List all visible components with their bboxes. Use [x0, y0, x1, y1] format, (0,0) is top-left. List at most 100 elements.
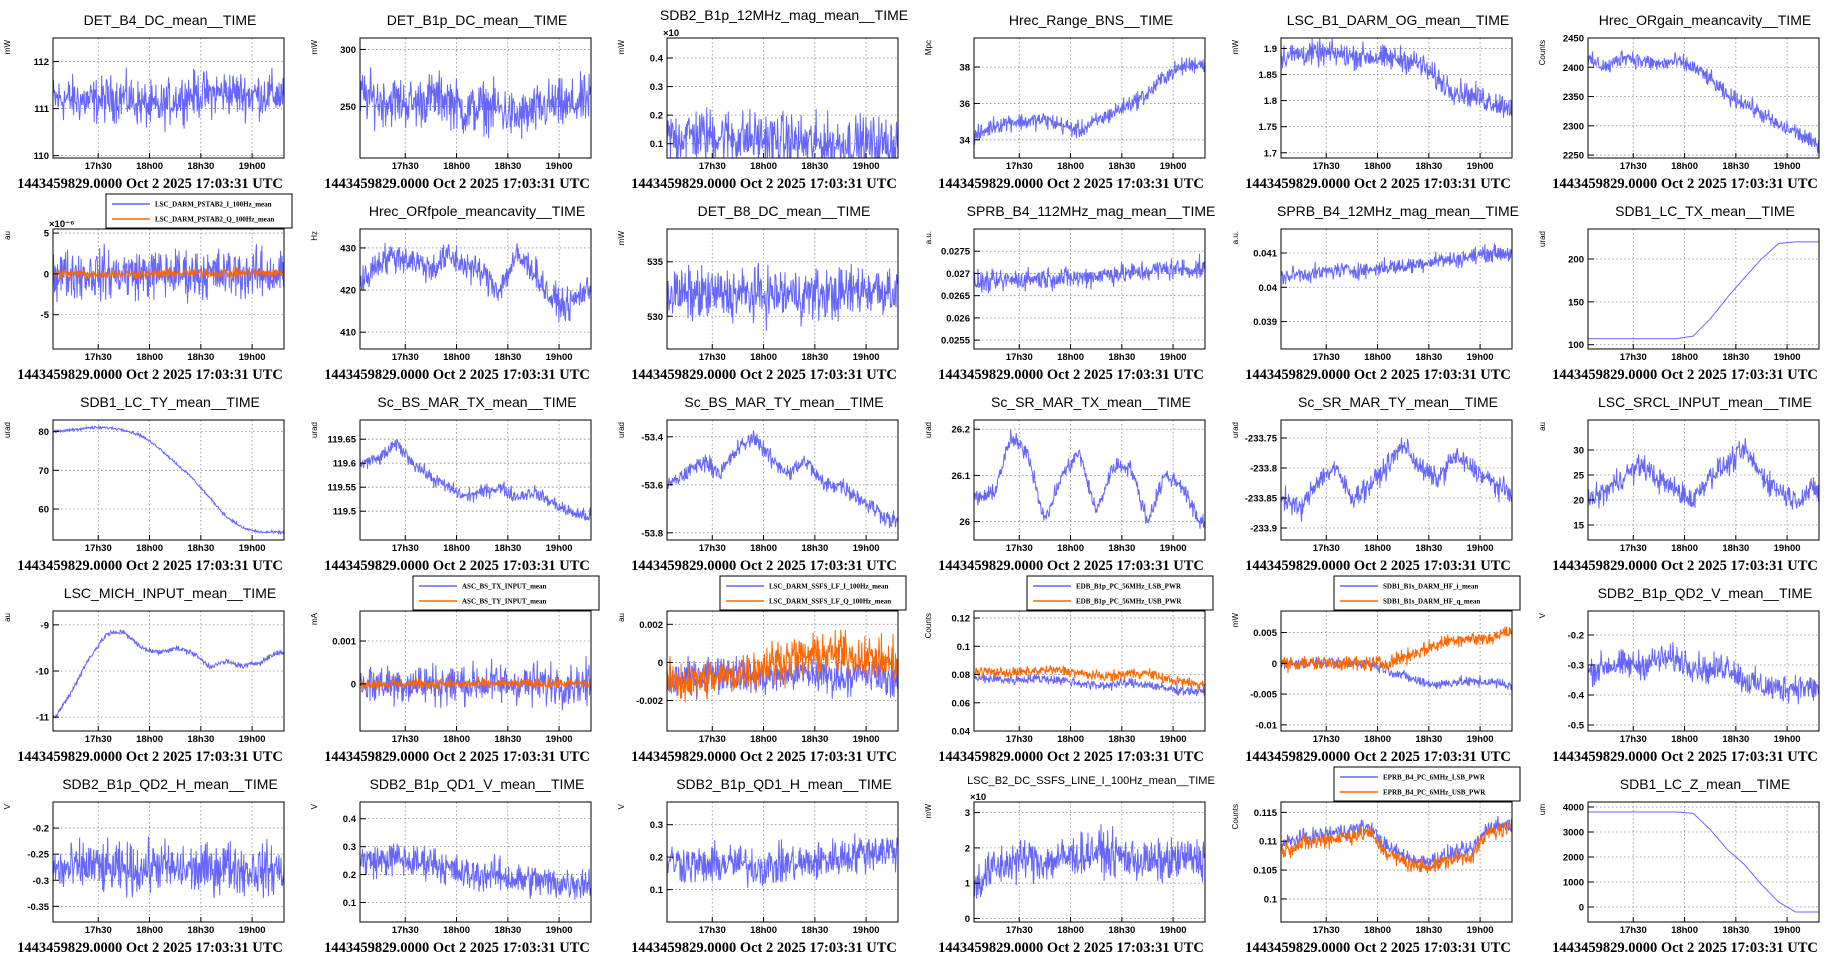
plot-frame	[359, 419, 592, 541]
y-tick-label: -233.85	[1245, 494, 1278, 505]
x-tick-label: 17h30	[1620, 543, 1647, 554]
timestamp-label: 1443459829.0000 Oct 2 2025 17:03:31 UTC	[324, 367, 590, 382]
timestamp-label: 1443459829.0000 Oct 2 2025 17:03:31 UTC	[17, 176, 283, 191]
series-line-1	[53, 628, 284, 719]
plot-frame	[973, 37, 1206, 159]
chart-title: Sc_SR_MAR_TX_mean__TIME	[991, 394, 1191, 410]
x-tick-label: 19h00	[1467, 543, 1494, 554]
y-axis-label: V	[617, 803, 626, 809]
chart-svg: -11 -10 -9 17h30 18h00 18h30 19h00 au LSC_MICH_I…	[3, 585, 285, 764]
x-tick-label: 18h30	[1722, 925, 1749, 936]
x-tick-label: 19h00	[239, 734, 266, 745]
y-axis-label: Counts	[1231, 804, 1240, 829]
x-tick-label: 19h00	[546, 352, 573, 363]
y-tick-label: 410	[340, 328, 356, 339]
chart-panel: 15 20 25 30 17h30 18h00 18h30 19h00 au LSC_SRCL_I…	[1535, 382, 1841, 573]
y-axis-label: mW	[617, 231, 626, 246]
y-tick-label: -53.4	[641, 432, 663, 443]
x-tick-label: 18h00	[750, 543, 777, 554]
y-axis-label: au	[617, 613, 626, 622]
chart-svg: 15 20 25 30 17h30 18h00 18h30 19h00 au LSC_SRCL_I…	[1538, 394, 1820, 573]
x-tick-label: 19h00	[1467, 925, 1494, 936]
x-tick-label: 19h00	[1160, 161, 1187, 172]
series-line-1	[1588, 641, 1819, 705]
chart-title: LSC_MICH_INPUT_mean__TIME	[64, 585, 276, 601]
x-tick-label: 19h00	[1160, 734, 1187, 745]
y-tick-label: 119.65	[327, 435, 356, 446]
y-tick-label: -53.6	[641, 480, 663, 491]
chart-panel: -233.9 -233.85 -233.8 -233.75 17h30 18h00 18h3…	[1228, 382, 1535, 573]
x-tick-label: 18h30	[1415, 925, 1442, 936]
plot-frame	[973, 228, 1206, 350]
y-axis-label: V	[3, 803, 12, 809]
y-tick-label: 5	[44, 229, 50, 240]
x-tick-label: 18h00	[1057, 161, 1084, 172]
y-tick-label: 1.75	[1259, 122, 1278, 133]
series-line-1	[53, 243, 284, 304]
y-tick-label: 2450	[1563, 34, 1584, 45]
chart-panel: -0.01 -0.005 0 0.005 17h30 18h00 18h30 19h00 mW S…	[1228, 573, 1535, 764]
plot-frame	[1587, 610, 1820, 732]
y-tick-label: 3000	[1563, 828, 1584, 839]
series-line-1	[360, 439, 591, 522]
legend-entry: LSC_DARM_PSTAB2_Q_100Hz_mean	[155, 216, 274, 224]
x-tick-label: 19h00	[1774, 925, 1801, 936]
y-tick-label: 2350	[1563, 92, 1584, 103]
y-axis-label: urad	[3, 422, 12, 438]
timestamp-label: 1443459829.0000 Oct 2 2025 17:03:31 UTC	[631, 940, 897, 955]
plot-frame	[1587, 801, 1820, 923]
legend-entry: SDB1_B1s_DARM_HF_i_mean	[1383, 583, 1478, 591]
series-line-1	[53, 424, 284, 536]
x-tick-label: 18h00	[136, 352, 163, 363]
chart-panel: -0.002 0 0.002 17h30 18h00 18h30 19h00 au LSC_DA…	[614, 573, 921, 764]
series-line-1	[1281, 243, 1512, 285]
series-line-1	[360, 242, 591, 323]
y-tick-label: 2400	[1563, 63, 1584, 74]
series-line-1	[974, 57, 1205, 146]
y-tick-label: 0.3	[343, 842, 356, 853]
y-tick-label: 0.041	[1253, 249, 1277, 260]
chart-svg: 0 1000 2000 3000 4000 17h30 18h00 18h30 19h00 um S…	[1538, 776, 1820, 955]
plot-frame	[1587, 37, 1820, 159]
plot-frame	[666, 228, 899, 350]
y-tick-label: 25	[1573, 471, 1584, 482]
x-tick-label: 19h00	[1467, 352, 1494, 363]
x-tick-label: 19h00	[546, 543, 573, 554]
x-tick-label: 18h30	[1108, 352, 1135, 363]
legend-entry: EPRB_B4_PC_6MHz_LSB_PWR	[1383, 774, 1486, 782]
timestamp-label: 1443459829.0000 Oct 2 2025 17:03:31 UTC	[17, 558, 283, 573]
series-line-1	[667, 430, 898, 529]
chart-panel: -53.8 -53.6 -53.4 17h30 18h00 18h30 19h00 urad S…	[614, 382, 921, 573]
x-tick-label: 18h00	[750, 925, 777, 936]
chart-svg: 0.0255 0.026 0.0265 0.027 0.0275 17h30 18h00 18…	[924, 203, 1216, 382]
x-tick-label: 19h00	[546, 161, 573, 172]
x-tick-label: 18h00	[1364, 352, 1391, 363]
y-tick-label: 1.7	[1264, 148, 1277, 159]
chart-panel: 0 1000 2000 3000 4000 17h30 18h00 18h30 19h00 um S…	[1535, 764, 1841, 955]
plot-frame	[52, 228, 285, 350]
x-tick-label: 17h30	[1006, 352, 1033, 363]
legend-entry: LSC_DARM_PSTAB2_I_100Hz_mean	[155, 201, 272, 209]
y-tick-label: 0.0255	[941, 336, 971, 347]
series-line-2	[667, 629, 898, 703]
y-tick-label: 0.4	[343, 814, 357, 825]
x-tick-label: 18h30	[1108, 734, 1135, 745]
chart-title: SPRB_B4_112MHz_mag_mean__TIME	[967, 203, 1216, 219]
x-tick-label: 19h00	[853, 352, 880, 363]
chart-title: SDB2_B1p_12MHz_mag_mean__TIME	[660, 7, 908, 23]
x-tick-label: 17h30	[392, 352, 419, 363]
chart-svg: 1.7 1.75 1.8 1.85 1.9 17h30 18h00 18h30 19h00 mW L…	[1231, 12, 1513, 191]
x-tick-label: 18h00	[750, 734, 777, 745]
plot-frame	[52, 801, 285, 923]
timestamp-label: 1443459829.0000 Oct 2 2025 17:03:31 UTC	[938, 367, 1204, 382]
chart-panel: 26 26.1 26.2 17h30 18h00 18h30 19h00 urad Sc_SR_…	[921, 382, 1228, 573]
series-line-1	[667, 833, 898, 888]
chart-svg: 530 535 17h30 18h00 18h30 19h00 mW DET_B8_DC_me…	[617, 203, 899, 382]
plot-frame	[973, 801, 1206, 923]
y-tick-label: -5	[41, 310, 50, 321]
chart-panel: 1.7 1.75 1.8 1.85 1.9 17h30 18h00 18h30 19h00 mW L…	[1228, 0, 1535, 191]
plot-frame	[666, 37, 899, 159]
y-tick-label: 1000	[1563, 878, 1584, 889]
y-axis-label: urad	[1231, 422, 1240, 438]
chart-title: LSC_SRCL_INPUT_mean__TIME	[1598, 394, 1812, 410]
